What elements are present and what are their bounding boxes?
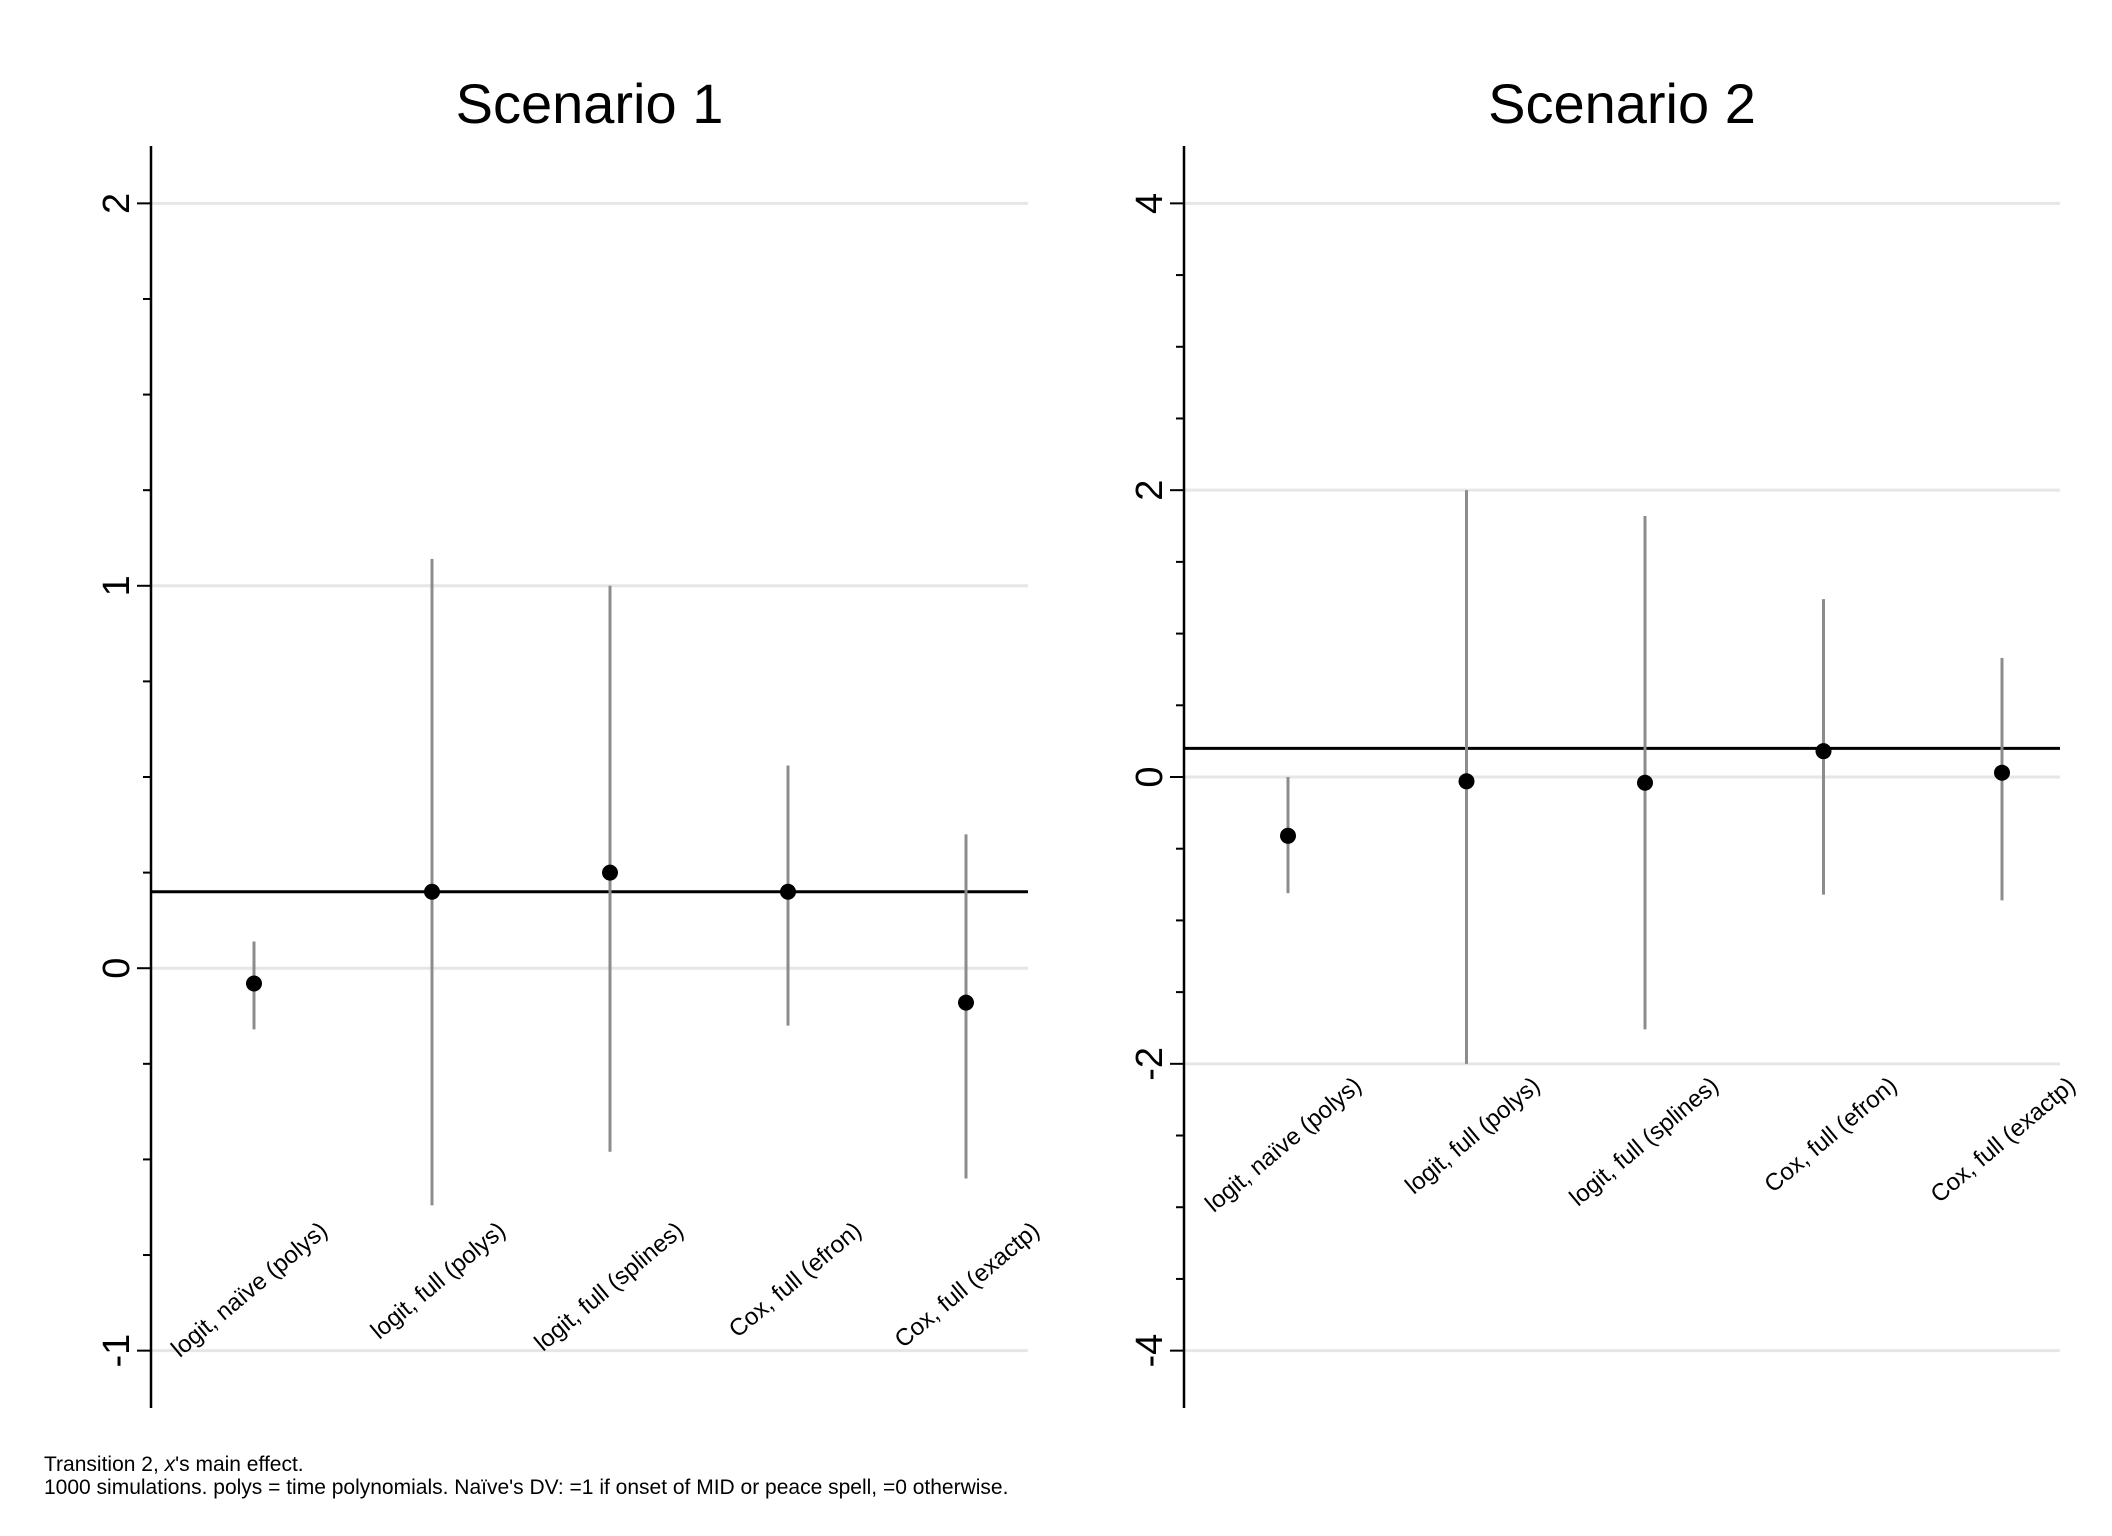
y-tick-label: -1 [96, 1334, 138, 1368]
footnote-line-1-post: 's main effect. [175, 1453, 304, 1476]
x-category-label: logit, full (polys) [366, 1217, 511, 1345]
y-tick-label: 1 [96, 575, 138, 596]
footnote-line-1-italic: x [164, 1453, 176, 1476]
footnote-line-1-pre: Transition 2, [44, 1453, 165, 1476]
panel-title: Scenario 2 [1488, 72, 1756, 135]
panel-2: -4 -2 0 2 4 Scenario 2 logit, naïve (polys) log… [1129, 72, 2081, 1408]
y-tick-label: -4 [1129, 1334, 1171, 1368]
x-category-label: Cox, full (efron) [724, 1217, 867, 1343]
data-point [424, 883, 440, 900]
y-tick-label: 2 [1129, 480, 1171, 501]
data-point [1637, 774, 1653, 791]
data-point [1815, 743, 1832, 760]
y-tick-label: -2 [1129, 1047, 1171, 1081]
footnote-line-1: Transition 2, x's main effect. [44, 1453, 304, 1477]
data-point [958, 994, 974, 1011]
panel-1: -1 0 1 2 Scenario 1 logit, naïve (polys) logit… [96, 72, 1045, 1408]
x-category-label: logit, full (polys) [1400, 1072, 1545, 1200]
y-tick-label: 4 [1129, 193, 1171, 214]
y-tick-label: 0 [1129, 766, 1171, 787]
y-tick-label: 2 [96, 193, 138, 214]
x-category-label: Cox, full (efron) [1759, 1072, 1902, 1198]
data-point [246, 975, 262, 992]
x-category-label: Cox, full (exactp) [1926, 1072, 2081, 1208]
panel-title: Scenario 1 [456, 72, 724, 135]
x-category-label: logit, full (splines) [529, 1217, 688, 1357]
data-point [780, 883, 796, 900]
data-point [602, 864, 618, 881]
y-tick-label: 0 [96, 958, 138, 979]
data-point [1458, 773, 1475, 790]
data-point [1280, 827, 1296, 844]
x-category-label: Cox, full (exactp) [890, 1217, 1045, 1353]
x-category-label: logit, naïve (polys) [1200, 1072, 1367, 1218]
footnote-line-2: 1000 simulations. polys = time polynomia… [44, 1476, 1009, 1499]
x-category-label: logit, naïve (polys) [166, 1217, 333, 1363]
x-category-label: logit, full (splines) [1564, 1072, 1723, 1212]
data-point [1994, 764, 2010, 781]
